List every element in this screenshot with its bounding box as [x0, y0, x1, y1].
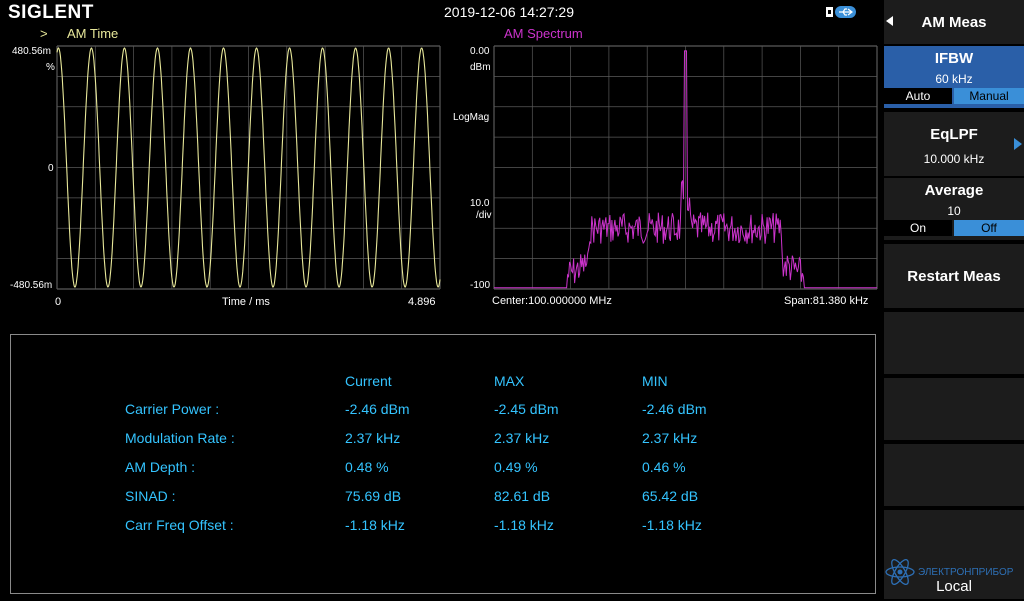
row-max: 0.49 %	[494, 459, 538, 475]
restart-meas-label: Restart Meas	[907, 268, 1001, 285]
average-off-option[interactable]: Off	[954, 220, 1024, 236]
spectrum-trace-title[interactable]: AM Spectrum	[504, 26, 583, 41]
ifbw-manual-option[interactable]: Manual	[954, 88, 1024, 104]
spectrum-scale-div-unit: /div	[476, 210, 492, 221]
average-value: 10	[947, 204, 961, 218]
submenu-arrow-icon	[1014, 138, 1022, 150]
watermark-atom-icon	[885, 558, 915, 586]
brand-logo: SIGLENT	[8, 2, 94, 23]
active-trace-marker: >	[40, 26, 48, 41]
watermark-text: ЭЛЕКТРОНПРИБОР	[918, 567, 1014, 578]
ifbw-softkey[interactable]: IFBW 60 kHz Auto Manual	[884, 46, 1024, 110]
spectrum-center-freq[interactable]: Center:100.000000 MHz	[492, 295, 612, 307]
time-trace-title[interactable]: AM Time	[67, 26, 119, 41]
time-grid	[56, 45, 441, 290]
header-max: MAX	[494, 373, 525, 389]
row-min: -2.46 dBm	[642, 401, 707, 417]
row-current: -1.18 kHz	[345, 517, 405, 533]
restart-meas-softkey[interactable]: Restart Meas	[884, 244, 1024, 310]
eqlpf-label: EqLPF	[930, 126, 978, 143]
time-y-bottom: -480.56m	[10, 280, 53, 291]
spectrum-span[interactable]: Span:81.380 kHz	[784, 295, 869, 307]
average-on-option[interactable]: On	[884, 220, 952, 236]
spectrum-grid	[493, 45, 878, 290]
spectrum-trace-graph[interactable]	[0, 0, 884, 330]
remote-status: Local	[936, 578, 972, 595]
row-current: -2.46 dBm	[345, 401, 410, 417]
menu-title-label: AM Meas	[921, 14, 987, 31]
empty-softkey-6[interactable]	[884, 312, 1024, 376]
row-label: AM Depth :	[125, 459, 196, 475]
row-min: 0.46 %	[642, 459, 686, 475]
back-arrow-icon[interactable]	[886, 16, 894, 26]
time-y-unit: %	[46, 62, 55, 73]
row-max: 82.61 dB	[494, 488, 551, 504]
row-label: Modulation Rate :	[125, 430, 235, 446]
ifbw-value: 60 kHz	[935, 72, 973, 86]
ifbw-auto-option[interactable]: Auto	[884, 88, 952, 104]
row-label: Carr Freq Offset :	[125, 517, 234, 533]
time-y-mid: 0	[48, 163, 54, 174]
ifbw-label: IFBW	[934, 50, 974, 67]
time-trace-graph[interactable]	[0, 0, 884, 330]
row-min: 2.37 kHz	[642, 430, 698, 446]
row-current: 75.69 dB	[345, 488, 402, 504]
row-max: 2.37 kHz	[494, 430, 550, 446]
row-min: -1.18 kHz	[642, 517, 702, 533]
empty-softkey-7[interactable]	[884, 378, 1024, 442]
spectrum-ref-unit: dBm	[470, 62, 491, 73]
menu-title: AM Meas	[884, 0, 1024, 46]
spectrum-scale-type: LogMag	[453, 112, 490, 123]
spectrum-scale-div: 10.0	[470, 198, 490, 209]
row-label: Carrier Power :	[125, 401, 220, 417]
empty-softkey-9[interactable]	[884, 510, 1024, 601]
datetime-display: 2019-12-06 14:27:29	[444, 4, 574, 20]
softkey-menu: AM Meas IFBW 60 kHz Auto Manual EqLPF 10…	[884, 0, 1024, 601]
eqlpf-softkey[interactable]: EqLPF 10.000 kHz	[884, 112, 1024, 178]
average-softkey[interactable]: Average 10 On Off	[884, 178, 1024, 242]
average-label: Average	[924, 182, 984, 199]
time-x-label: Time / ms	[222, 296, 270, 308]
am-results-table: Current MAX MIN Carrier Power : -2.46 dB…	[10, 334, 876, 594]
row-min: 65.42 dB	[642, 488, 699, 504]
row-current: 2.37 kHz	[345, 430, 401, 446]
time-waveform	[56, 47, 441, 288]
empty-softkey-8[interactable]	[884, 444, 1024, 508]
spectrum-bottom-level: -100	[470, 280, 491, 291]
row-max: -2.45 dBm	[494, 401, 559, 417]
row-label: SINAD :	[125, 488, 176, 504]
row-max: -1.18 kHz	[494, 517, 554, 533]
row-current: 0.48 %	[345, 459, 389, 475]
usb-icon	[826, 6, 856, 18]
status-bar	[0, 0, 884, 24]
header-min: MIN	[642, 373, 668, 389]
header-current: Current	[345, 373, 392, 389]
time-y-top: 480.56m	[12, 46, 51, 57]
eqlpf-value: 10.000 kHz	[923, 152, 985, 166]
spectrum-waveform	[494, 50, 877, 289]
time-x-end: 4.896	[408, 296, 436, 308]
spectrum-ref-level: 0.00	[470, 46, 490, 57]
time-x-start: 0	[55, 296, 62, 308]
